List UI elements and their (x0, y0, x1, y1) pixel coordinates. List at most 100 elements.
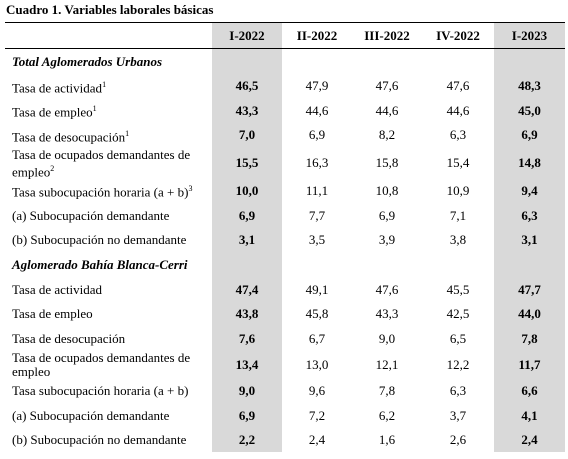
value-cell: 46,5 (212, 74, 282, 99)
value-cell: 12,2 (446, 356, 470, 372)
value-cell: 42,5 (446, 306, 470, 322)
value-cell: 13,0 (305, 356, 329, 372)
blank-cell (352, 49, 422, 75)
value-cell: 6,9 (378, 207, 396, 223)
row-label: Tasa de actividad (12, 281, 103, 297)
value-cell: 15,5 (212, 147, 282, 179)
data-row: Tasa de desocupación 7,6 6,7 9,0 6,5 7,8 (5, 326, 565, 351)
value-cell: 44,6 (446, 102, 470, 118)
section-title: Aglomerado Bahía Blanca-Cerri (12, 256, 188, 272)
value-cell: 2,4 (494, 427, 565, 453)
value-cell: 11,7 (494, 350, 565, 379)
value-cell: 47,6 (375, 78, 399, 94)
blank-cell (212, 252, 282, 278)
row-label-cell: (b) Subocupación no demandante (5, 428, 212, 453)
row-label: Tasa subocupación horaria (a + b) (12, 184, 189, 200)
value-cell: 43,8 (212, 301, 282, 327)
row-label: Tasa de desocupación (12, 330, 126, 346)
row-label: (a) Subocupación demandante (12, 207, 170, 223)
value-cell: 9,0 (212, 378, 282, 404)
value-cell: 10,9 (446, 183, 470, 199)
value-cell: 7,6 (212, 326, 282, 351)
value-cell: 7,1 (449, 207, 467, 223)
row-label-cell: Tasa subocupación horaria (a + b)3 (5, 179, 212, 204)
row-label-cell: Tasa de empleo (5, 302, 212, 327)
value-cell: 9,0 (378, 330, 396, 346)
data-row: (a) Subocupación demandante 6,9 7,2 6,2 3,7 4… (5, 403, 565, 428)
row-label-cell: (a) Subocupación demandante (5, 403, 212, 428)
value-cell: 4,1 (494, 403, 565, 428)
row-label-cell: Tasa de actividad1 (5, 74, 212, 99)
row-label: Tasa de empleo (12, 306, 93, 322)
row-label-cell: (b) Subocupación no demandante (5, 228, 212, 253)
value-cell: 7,2 (308, 407, 326, 423)
column-header: III-2022 (352, 22, 422, 49)
value-cell: 47,4 (212, 277, 282, 302)
value-cell: 10,8 (375, 183, 399, 199)
data-row: Tasa subocupación horaria (a + b) 9,0 9,6 7… (5, 378, 565, 404)
section-title: Total Aglomerados Urbanos (12, 53, 163, 69)
footnote-mark: 2 (50, 163, 55, 173)
column-header: II-2022 (282, 22, 352, 49)
value-cell: 16,3 (305, 155, 329, 171)
data-row: (b) Subocupación no demandante 2,2 2,4 1,6 2… (5, 427, 565, 453)
value-cell: 2,2 (212, 427, 282, 453)
blank-cell (494, 48, 565, 74)
value-cell: 6,3 (449, 127, 467, 143)
blank-cell (422, 252, 494, 277)
row-label: Tasa de actividad (12, 79, 103, 95)
row-label: Tasa de desocupación (12, 128, 126, 144)
value-cell: 9,6 (308, 383, 326, 399)
blank-cell (422, 49, 494, 75)
row-label: (a) Subocupación demandante (12, 407, 170, 423)
table: I-2022 II-2022 III-2022 IV-2022 I-2023 Total… (5, 22, 565, 453)
value-cell: 2,4 (308, 432, 326, 448)
column-header: I-2023 (494, 22, 565, 49)
value-cell: 11,1 (305, 183, 329, 199)
value-cell: 3,1 (212, 227, 282, 253)
value-cell: 9,4 (494, 178, 565, 204)
data-row: (b) Subocupación no demandante 3,1 3,5 3,9 3… (5, 227, 565, 253)
footnote-mark: 3 (188, 184, 193, 194)
blank-cell (494, 252, 565, 278)
data-row: Tasa de ocupados demandantes de empleo2 1… (5, 147, 565, 179)
value-cell: 44,0 (494, 301, 565, 327)
row-label-cell: Tasa de desocupación (5, 326, 212, 351)
header-row: I-2022 II-2022 III-2022 IV-2022 I-2023 (5, 22, 565, 49)
header-blank (5, 22, 212, 49)
value-cell: 7,8 (378, 383, 396, 399)
data-row: Tasa de desocupación1 7,0 6,9 8,2 6,3 6,9 (5, 123, 565, 148)
column-header: I-2022 (212, 22, 282, 49)
value-cell: 2,6 (449, 432, 467, 448)
section-row: Total Aglomerados Urbanos (5, 48, 565, 75)
value-cell: 48,3 (494, 74, 565, 99)
value-cell: 43,3 (375, 306, 399, 322)
value-cell: 6,9 (308, 127, 326, 143)
footnote-mark: 1 (92, 104, 97, 114)
row-label-cell: Tasa de ocupados demandantes de empleo (5, 349, 212, 379)
blank-cell (352, 252, 422, 277)
blank-cell (212, 48, 282, 74)
row-label-cell: (a) Subocupación demandante (5, 203, 212, 228)
value-cell: 13,4 (212, 350, 282, 379)
value-cell: 6,6 (494, 378, 565, 404)
row-label: (b) Subocupación no demandante (12, 232, 187, 248)
value-cell: 6,3 (449, 383, 467, 399)
value-cell: 47,7 (494, 277, 565, 302)
table-body: Total Aglomerados Urbanos Tasa de activid… (5, 48, 565, 453)
value-cell: 6,2 (378, 407, 396, 423)
value-cell: 8,2 (378, 127, 396, 143)
data-row: (a) Subocupación demandante 6,9 7,7 6,9 7,1 6… (5, 203, 565, 228)
table-title: Cuadro 1. Variables laborales básicas (6, 2, 214, 17)
value-cell: 47,9 (305, 78, 329, 94)
value-cell: 7,0 (212, 123, 282, 148)
value-cell: 10,0 (212, 178, 282, 204)
value-cell: 15,4 (446, 155, 470, 171)
value-cell: 45,8 (305, 306, 329, 322)
value-cell: 7,7 (308, 207, 326, 223)
data-row: Tasa de actividad1 46,5 47,9 47,6 47,6 48,3 (5, 74, 565, 99)
value-cell: 44,6 (305, 102, 329, 118)
row-label: Tasa de ocupados demandantes de empleo (12, 349, 191, 379)
row-label: (b) Subocupación no demandante (12, 432, 187, 448)
value-cell: 45,0 (494, 98, 565, 123)
